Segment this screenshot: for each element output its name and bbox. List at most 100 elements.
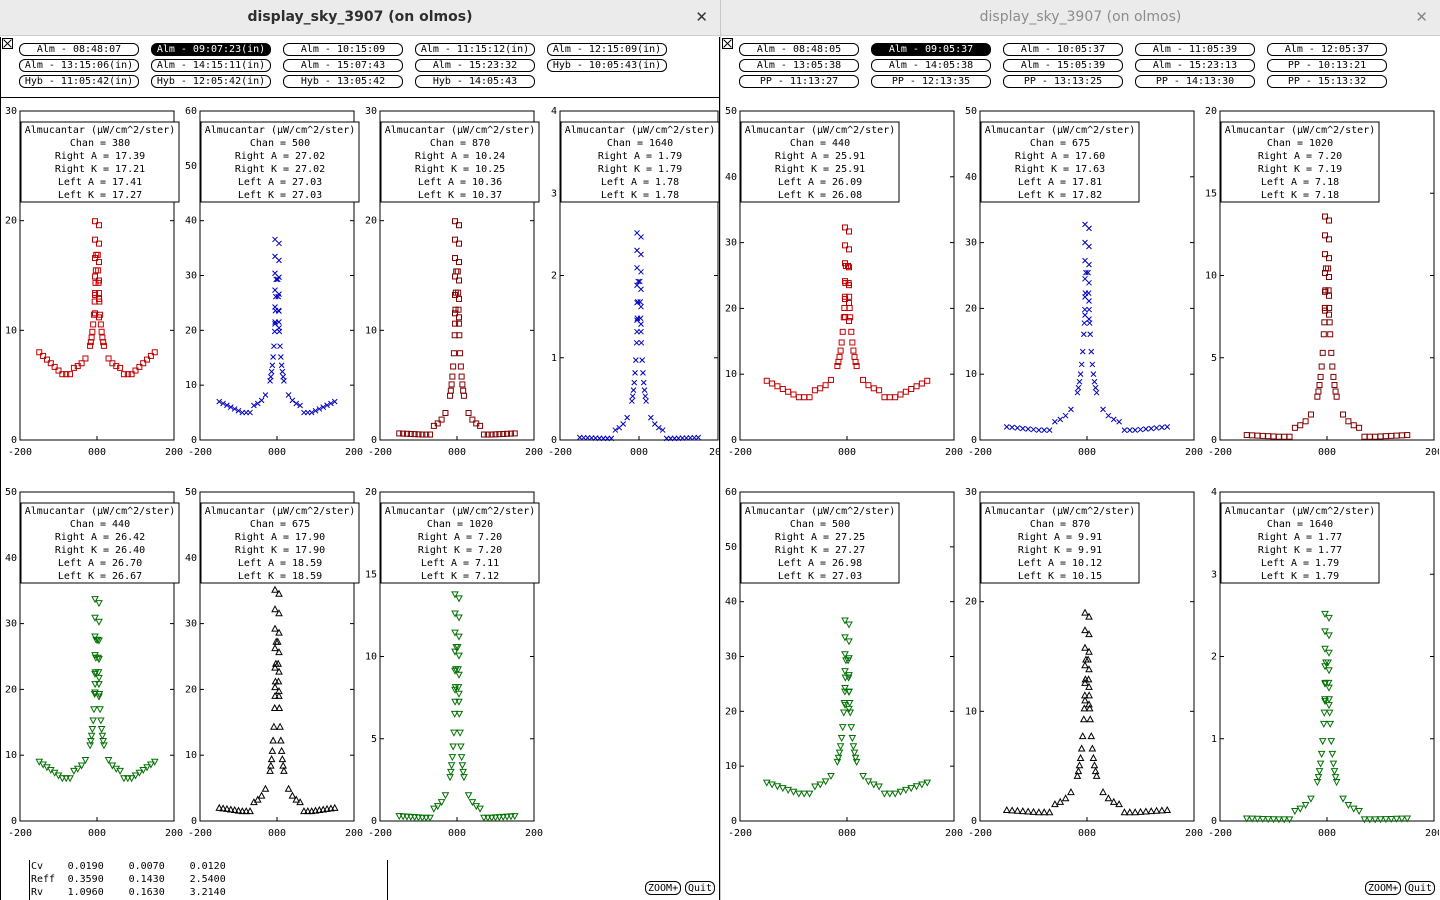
right-time-button[interactable]: Alm - 10:05:37 bbox=[1003, 43, 1123, 56]
left-time-button[interactable]: Alm - 13:15:06(in) bbox=[19, 59, 139, 72]
stats-cell: 0.1630 bbox=[128, 887, 165, 898]
left-time-button[interactable]: Alm - 11:15:12(in) bbox=[415, 43, 535, 56]
y-tick-label: 0 bbox=[11, 816, 17, 827]
data-point bbox=[296, 798, 304, 806]
legend-box bbox=[380, 502, 540, 584]
data-point bbox=[837, 347, 844, 354]
data-point bbox=[642, 393, 649, 400]
right-time-button[interactable]: PP - 10:13:21 bbox=[1267, 59, 1387, 72]
data-point bbox=[1321, 663, 1329, 671]
data-point bbox=[434, 420, 441, 427]
data-point bbox=[1248, 815, 1256, 823]
data-point bbox=[456, 277, 462, 284]
left-time-button[interactable]: Hyb - 14:05:43 bbox=[415, 75, 535, 88]
right-close-box-icon[interactable] bbox=[722, 38, 733, 49]
left-time-button[interactable]: Alm - 15:07:43 bbox=[283, 59, 403, 72]
right-time-button[interactable]: Alm - 08:48:05 bbox=[739, 43, 859, 56]
right-time-button[interactable]: PP - 14:13:30 bbox=[1135, 75, 1255, 88]
legend-box bbox=[980, 121, 1140, 203]
data-point bbox=[1087, 331, 1094, 338]
right-time-button[interactable]: Alm - 14:05:38 bbox=[871, 59, 991, 72]
data-point bbox=[842, 278, 848, 285]
right-time-button[interactable]: Alm - 15:23:13 bbox=[1135, 59, 1255, 72]
left-titlebar[interactable]: display_sky_3907 (on olmos) ✕ bbox=[0, 0, 720, 36]
left-quit-button[interactable]: Quit bbox=[685, 881, 716, 895]
right-time-button[interactable]: PP - 11:13:27 bbox=[739, 75, 859, 88]
plot-panel: 0 10 20 30 40 50 -200 000 200 Almucantar (μW/cm^2… bbox=[725, 106, 963, 458]
right-time-button[interactable]: Alm - 12:05:37 bbox=[1267, 43, 1387, 56]
legend-text: Left K = 26.67 bbox=[58, 571, 142, 582]
legend-text: Left A = 26.09 bbox=[778, 177, 862, 188]
data-point bbox=[430, 805, 438, 813]
stats-cell: 1.0960 bbox=[67, 887, 104, 898]
data-point bbox=[846, 264, 852, 271]
data-point bbox=[638, 268, 644, 275]
data-point bbox=[880, 790, 889, 798]
data-point bbox=[300, 807, 308, 815]
data-point bbox=[846, 317, 852, 324]
data-point bbox=[1076, 378, 1083, 385]
plot-panel: 0 10 20 30 40 50 -200 000 200 Almucantar (μW/cm^2… bbox=[965, 106, 1203, 458]
right-time-button[interactable]: PP - 13:13:25 bbox=[1003, 75, 1123, 88]
data-point bbox=[73, 765, 82, 773]
data-point bbox=[1092, 384, 1099, 391]
data-point bbox=[851, 754, 860, 762]
right-time-button[interactable]: Alm - 11:05:39 bbox=[1135, 43, 1255, 56]
x-tick-label: -200 bbox=[548, 447, 572, 458]
data-point bbox=[419, 431, 426, 438]
legend-text: Almucantar (μW/cm^2/ster) bbox=[385, 125, 536, 136]
data-point bbox=[1322, 269, 1328, 276]
left-time-button[interactable]: Hyb - 12:05:42(in) bbox=[151, 75, 271, 88]
left-time-button[interactable]: Hyb - 13:05:42 bbox=[283, 75, 403, 88]
data-point bbox=[838, 339, 845, 346]
legend-box bbox=[1220, 502, 1380, 584]
data-point bbox=[227, 404, 234, 410]
data-point bbox=[1081, 678, 1089, 686]
left-zoom-button[interactable]: ZOOM+ bbox=[645, 881, 682, 895]
left-time-button[interactable]: Alm - 14:15:11(in) bbox=[151, 59, 271, 72]
right-quit-button[interactable]: Quit bbox=[1405, 881, 1436, 895]
legend-text: Almucantar (μW/cm^2/ster) bbox=[745, 125, 896, 136]
data-point bbox=[491, 814, 500, 822]
right-titlebar[interactable]: display_sky_3907 (on olmos) ✕ bbox=[721, 0, 1440, 36]
x-tick-label: -200 bbox=[968, 447, 992, 458]
data-point bbox=[496, 431, 503, 438]
data-point bbox=[1281, 433, 1288, 440]
plot-panel: 0 5 10 15 20 -200 000 200 Almucantar (μW/cm^2/st… bbox=[1205, 106, 1439, 458]
x-tick-label: -200 bbox=[968, 828, 992, 839]
data-point bbox=[257, 791, 266, 799]
data-point bbox=[1332, 779, 1341, 787]
data-point bbox=[1092, 771, 1101, 779]
data-point bbox=[1003, 423, 1010, 430]
data-point bbox=[638, 234, 644, 240]
y-tick-label: 20 bbox=[725, 303, 737, 314]
left-close-icon[interactable]: ✕ bbox=[695, 8, 708, 26]
left-close-box-icon[interactable] bbox=[2, 38, 13, 49]
left-time-button[interactable]: Alm - 08:48:07 bbox=[19, 43, 139, 56]
legend-text: Right K = 1.79 bbox=[598, 164, 682, 175]
left-time-button[interactable]: Alm - 10:15:09 bbox=[283, 43, 403, 56]
data-point bbox=[1314, 393, 1321, 400]
data-point bbox=[891, 790, 899, 798]
right-close-icon[interactable]: ✕ bbox=[1415, 8, 1428, 26]
data-point bbox=[1249, 432, 1256, 439]
right-time-button[interactable]: PP - 12:13:35 bbox=[871, 75, 991, 88]
left-time-button[interactable]: Hyb - 11:05:42(in) bbox=[19, 75, 139, 88]
legend-text: Right K = 17.90 bbox=[235, 545, 325, 556]
right-time-button[interactable]: Alm - 15:05:39 bbox=[1003, 59, 1123, 72]
left-time-button[interactable]: Alm - 15:23:32 bbox=[415, 59, 535, 72]
plot-panel: 0 10 20 30 -200 000 200 Almucantar (μW/cm^2/ste… bbox=[965, 487, 1203, 839]
left-time-button[interactable]: Alm - 12:15:09(in) bbox=[547, 43, 667, 56]
right-time-button[interactable]: Alm - 13:05:38 bbox=[739, 59, 859, 72]
legend-text: Left A = 17.41 bbox=[58, 177, 142, 188]
right-zoom-button[interactable]: ZOOM+ bbox=[1365, 881, 1402, 895]
left-time-button[interactable]: Alm - 09:07:23(in) bbox=[151, 43, 271, 56]
right-time-button[interactable]: Alm - 09:05:37 bbox=[871, 43, 991, 56]
x-tick-label: 200 bbox=[1425, 447, 1439, 458]
data-point bbox=[1286, 433, 1293, 440]
data-point bbox=[150, 758, 159, 766]
right-time-button[interactable]: PP - 15:13:32 bbox=[1267, 75, 1387, 88]
data-point bbox=[455, 595, 463, 603]
legend-text: Chan = 870 bbox=[430, 138, 490, 149]
left-time-button[interactable]: Hyb - 10:05:43(in) bbox=[547, 59, 667, 72]
